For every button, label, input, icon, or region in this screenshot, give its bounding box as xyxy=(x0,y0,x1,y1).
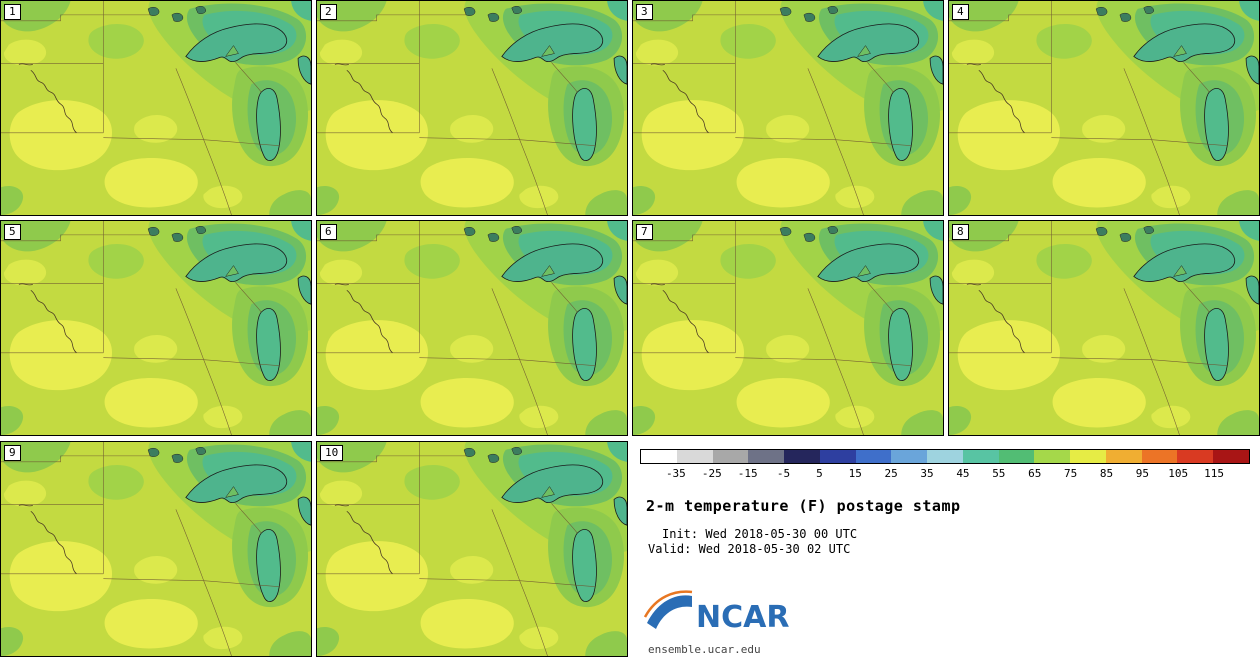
tick-label: 15 xyxy=(848,467,862,480)
tick-label: 55 xyxy=(992,467,1006,480)
panel-number-label: 1 xyxy=(4,4,21,20)
panel-number-label: 4 xyxy=(952,4,969,20)
legend-area: -35 -25 -15 -5 5 15 25 35 45 55 65 75 85… xyxy=(632,441,1260,657)
temperature-map xyxy=(633,1,943,215)
tick-label: 75 xyxy=(1063,467,1078,480)
ensemble-member-panel-7: 7 xyxy=(632,220,944,436)
ensemble-url: ensemble.ucar.edu xyxy=(648,643,761,656)
temperature-map xyxy=(317,221,627,435)
colorbar-segment xyxy=(748,450,785,463)
tick-label: 45 xyxy=(956,467,970,480)
ensemble-member-panel-10: 10 xyxy=(316,441,628,657)
ensemble-member-panel-9: 9 xyxy=(0,441,312,657)
colorbar-segment xyxy=(1034,450,1071,463)
chart-title: 2-m temperature (F) postage stamp xyxy=(646,497,961,515)
temperature-map xyxy=(1,1,311,215)
temperature-map xyxy=(1,442,311,656)
logo-swoosh-icon xyxy=(647,595,692,629)
colorbar-segment xyxy=(1105,450,1142,463)
temperature-map xyxy=(317,1,627,215)
colorbar-segment xyxy=(1177,450,1214,463)
tick-label: 25 xyxy=(884,467,898,480)
tick-label: 105 xyxy=(1168,467,1189,480)
colorbar-ticks: -35 -25 -15 -5 5 15 25 35 45 55 65 75 85… xyxy=(640,467,1250,481)
colorbar-segment xyxy=(676,450,713,463)
tick-label: 95 xyxy=(1135,467,1149,480)
tick-label: 115 xyxy=(1204,467,1225,480)
init-time: Init: Wed 2018-05-30 00 UTC xyxy=(662,527,858,541)
colorbar-segment xyxy=(712,450,749,463)
colorbar-segment xyxy=(927,450,963,463)
colorbar-segment xyxy=(819,450,856,463)
tick-label: 65 xyxy=(1028,467,1042,480)
tick-label: 5 xyxy=(816,467,823,480)
colorbar-segment xyxy=(641,450,677,463)
panel-number-label: 8 xyxy=(952,224,969,240)
ncar-logo: NCAR xyxy=(643,587,814,639)
ensemble-member-panel-4: 4 xyxy=(948,0,1260,216)
ensemble-member-panel-3: 3 xyxy=(632,0,944,216)
ensemble-member-panel-8: 8 xyxy=(948,220,1260,436)
valid-time: Valid: Wed 2018-05-30 02 UTC xyxy=(648,542,851,556)
colorbar-segment xyxy=(1141,450,1178,463)
tick-label: -5 xyxy=(776,467,791,480)
panel-number-label: 7 xyxy=(636,224,653,240)
colorbar-segment xyxy=(1213,450,1250,463)
tick-label: 35 xyxy=(920,467,934,480)
panel-number-label: 2 xyxy=(320,4,337,20)
ensemble-member-panel-1: 1 xyxy=(0,0,312,216)
ncar-wordmark: NCAR xyxy=(696,600,789,635)
temperature-map xyxy=(949,1,1259,215)
logo-swoosh-arc-icon xyxy=(643,590,693,618)
panel-number-label: 9 xyxy=(4,445,21,461)
ensemble-member-panel-6: 6 xyxy=(316,220,628,436)
panel-number-label: 10 xyxy=(320,445,344,461)
tick-label: -15 xyxy=(737,467,758,480)
colorbar-segment xyxy=(784,450,820,463)
tick-label: -35 xyxy=(665,467,686,480)
temperature-colorbar xyxy=(640,449,1250,464)
colorbar-segment xyxy=(998,450,1035,463)
temperature-map xyxy=(633,221,943,435)
colorbar-segment xyxy=(1070,450,1106,463)
colorbar-segment xyxy=(891,450,928,463)
colorbar-segment xyxy=(962,450,999,463)
temperature-map xyxy=(317,442,627,656)
panel-number-label: 3 xyxy=(636,4,653,20)
colorbar-segment xyxy=(855,450,892,463)
ensemble-member-panel-5: 5 xyxy=(0,220,312,436)
panel-number-label: 5 xyxy=(4,224,21,240)
temperature-map xyxy=(1,221,311,435)
tick-label: 85 xyxy=(1099,467,1114,480)
ensemble-member-panel-2: 2 xyxy=(316,0,628,216)
panel-number-label: 6 xyxy=(320,224,337,240)
temperature-map xyxy=(949,221,1259,435)
tick-label: -25 xyxy=(701,467,722,480)
